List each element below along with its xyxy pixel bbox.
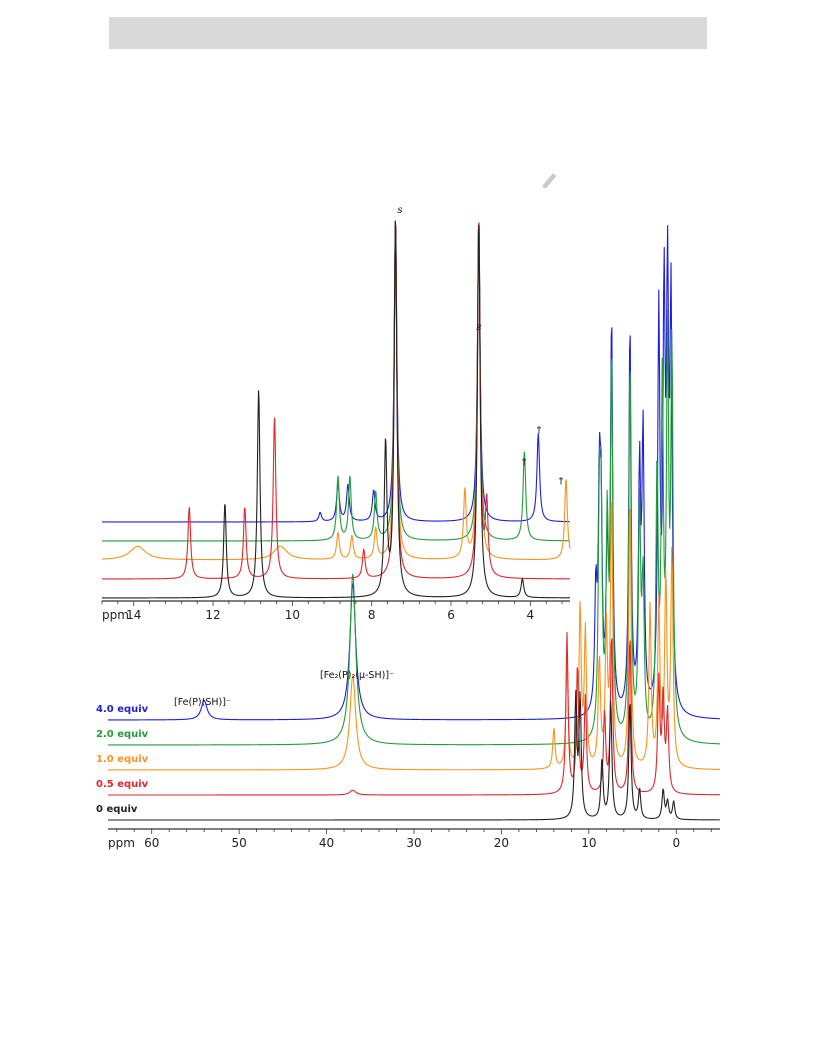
series-label: 1.0 equiv: [96, 754, 149, 765]
main-series-line: [108, 689, 720, 821]
header-bar: [109, 17, 707, 49]
main-tick-label: 0: [672, 836, 680, 850]
main-x-axis-label: ppm: [108, 836, 135, 850]
inset-tick-label: 12: [205, 608, 220, 622]
main-tick-label: 10: [581, 836, 596, 850]
inset-tick-label: 14: [126, 608, 141, 622]
inset-series-line: [102, 220, 570, 599]
inset-series-line: [102, 225, 570, 542]
series-label: 0 equiv: [96, 804, 138, 815]
main-series-line: [108, 632, 721, 796]
series-label: 4.0 equiv: [96, 704, 149, 715]
main-series-line: [108, 501, 721, 771]
main-series-line: [108, 309, 721, 746]
inset-tick-label: 4: [527, 608, 535, 622]
solvent-label: s: [476, 322, 481, 333]
pencil-icon[interactable]: [540, 171, 558, 189]
solvent-label: s: [397, 205, 402, 216]
inset-series-line: [102, 222, 571, 580]
inset-tick-label: 8: [368, 608, 376, 622]
main-spectrum-chart: ppm 60 50 40 30 20 10 0 0 equiv 0.5 equiv 1.0 equi…: [96, 225, 721, 850]
dagger-label: †: [537, 425, 542, 436]
inset-series-line: [102, 221, 571, 523]
main-series-line: [107, 225, 721, 721]
series-label: 2.0 equiv: [96, 729, 149, 740]
inset-tick-label: 10: [285, 608, 300, 622]
dagger-label: †: [559, 476, 564, 487]
dagger-label: †: [522, 457, 527, 468]
main-tick-label: 30: [406, 836, 421, 850]
main-tick-label: 40: [319, 836, 334, 850]
inset-tick-label: 6: [447, 608, 455, 622]
main-tick-label: 60: [144, 836, 159, 850]
series-label: 0.5 equiv: [96, 779, 149, 790]
fe2-p2-sh-annotation: [Fe₂(P)₂(μ-SH)]⁻: [320, 670, 394, 681]
inset-x-axis-label: ppm: [102, 608, 129, 622]
fe-p-sh-annotation: [Fe(P)(SH)]⁻: [174, 697, 231, 708]
main-tick-label: 50: [232, 836, 247, 850]
main-tick-label: 20: [494, 836, 509, 850]
inset-series-line: [101, 225, 571, 561]
